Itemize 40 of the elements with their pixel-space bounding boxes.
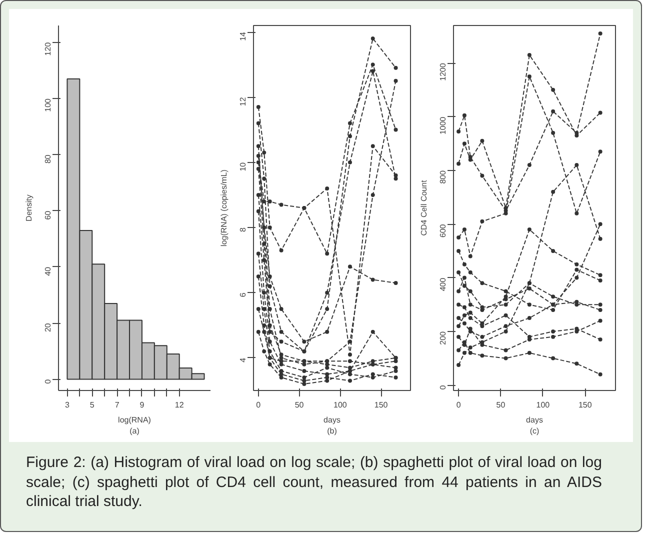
y-tick-label: 8 [238, 227, 248, 232]
x-tick-label: 100 [536, 400, 550, 410]
x-tick-label: 9 [140, 400, 145, 410]
x-axis-title: days (c) [526, 416, 543, 436]
y-tick-label: 600 [438, 224, 448, 238]
y-tick-label: 6 [238, 292, 248, 298]
y-tick-label: 800 [438, 170, 448, 184]
x-axis-title: log(RNA) (a) [118, 416, 152, 436]
y-tick-label: 0 [438, 384, 448, 390]
caption: Figure 2: (a) Histogram of viral load on log scale; (b) spaghetti plot of viral load on log scale; (c) spaghetti plot of CD4 cell count, measured from 44 patients in an AIDS clinical trial study. [26, 453, 602, 512]
x-tick-label: 50 [294, 400, 304, 410]
x-tick-label: 7 [114, 400, 120, 410]
x-tick-label: 3 [64, 400, 70, 410]
x-tick-label: 0 [456, 400, 462, 410]
y-tick-label: 0 [44, 378, 52, 384]
y-tick-label: 20 [44, 322, 52, 332]
x-tick-label: 150 [374, 400, 388, 410]
y-tick-label: 100 [44, 98, 52, 112]
y-tick-label: 60 [44, 210, 52, 220]
y-tick-label: 14 [238, 31, 248, 41]
y-tick-label: 10 [238, 162, 248, 172]
x-tick-label: 0 [256, 400, 262, 410]
y-axis-title: Density [24, 194, 34, 222]
y-tick-label: 1200 [438, 62, 448, 81]
x-tick-label: 150 [578, 400, 592, 410]
x-tick-label: 5 [90, 400, 95, 410]
y-tick-label: 80 [44, 154, 52, 164]
y-tick-label: 4 [238, 357, 248, 362]
y-axis-title: log(RNA) (copies/mL) [220, 169, 228, 246]
x-tick-label: 12 [174, 400, 184, 410]
y-axis-title: CD4 Cell Count [420, 179, 428, 236]
x-tick-label: 100 [334, 400, 348, 410]
x-axis-title: days (b) [324, 416, 340, 436]
x-tick-label: 50 [496, 400, 506, 410]
y-tick-label: 400 [438, 277, 448, 292]
y-tick-label: 1000 [438, 116, 448, 135]
y-tick-label: 12 [238, 96, 248, 106]
y-tick-label: 120 [44, 42, 52, 56]
y-tick-label: 200 [438, 330, 448, 345]
y-tick-label: 40 [44, 266, 52, 276]
